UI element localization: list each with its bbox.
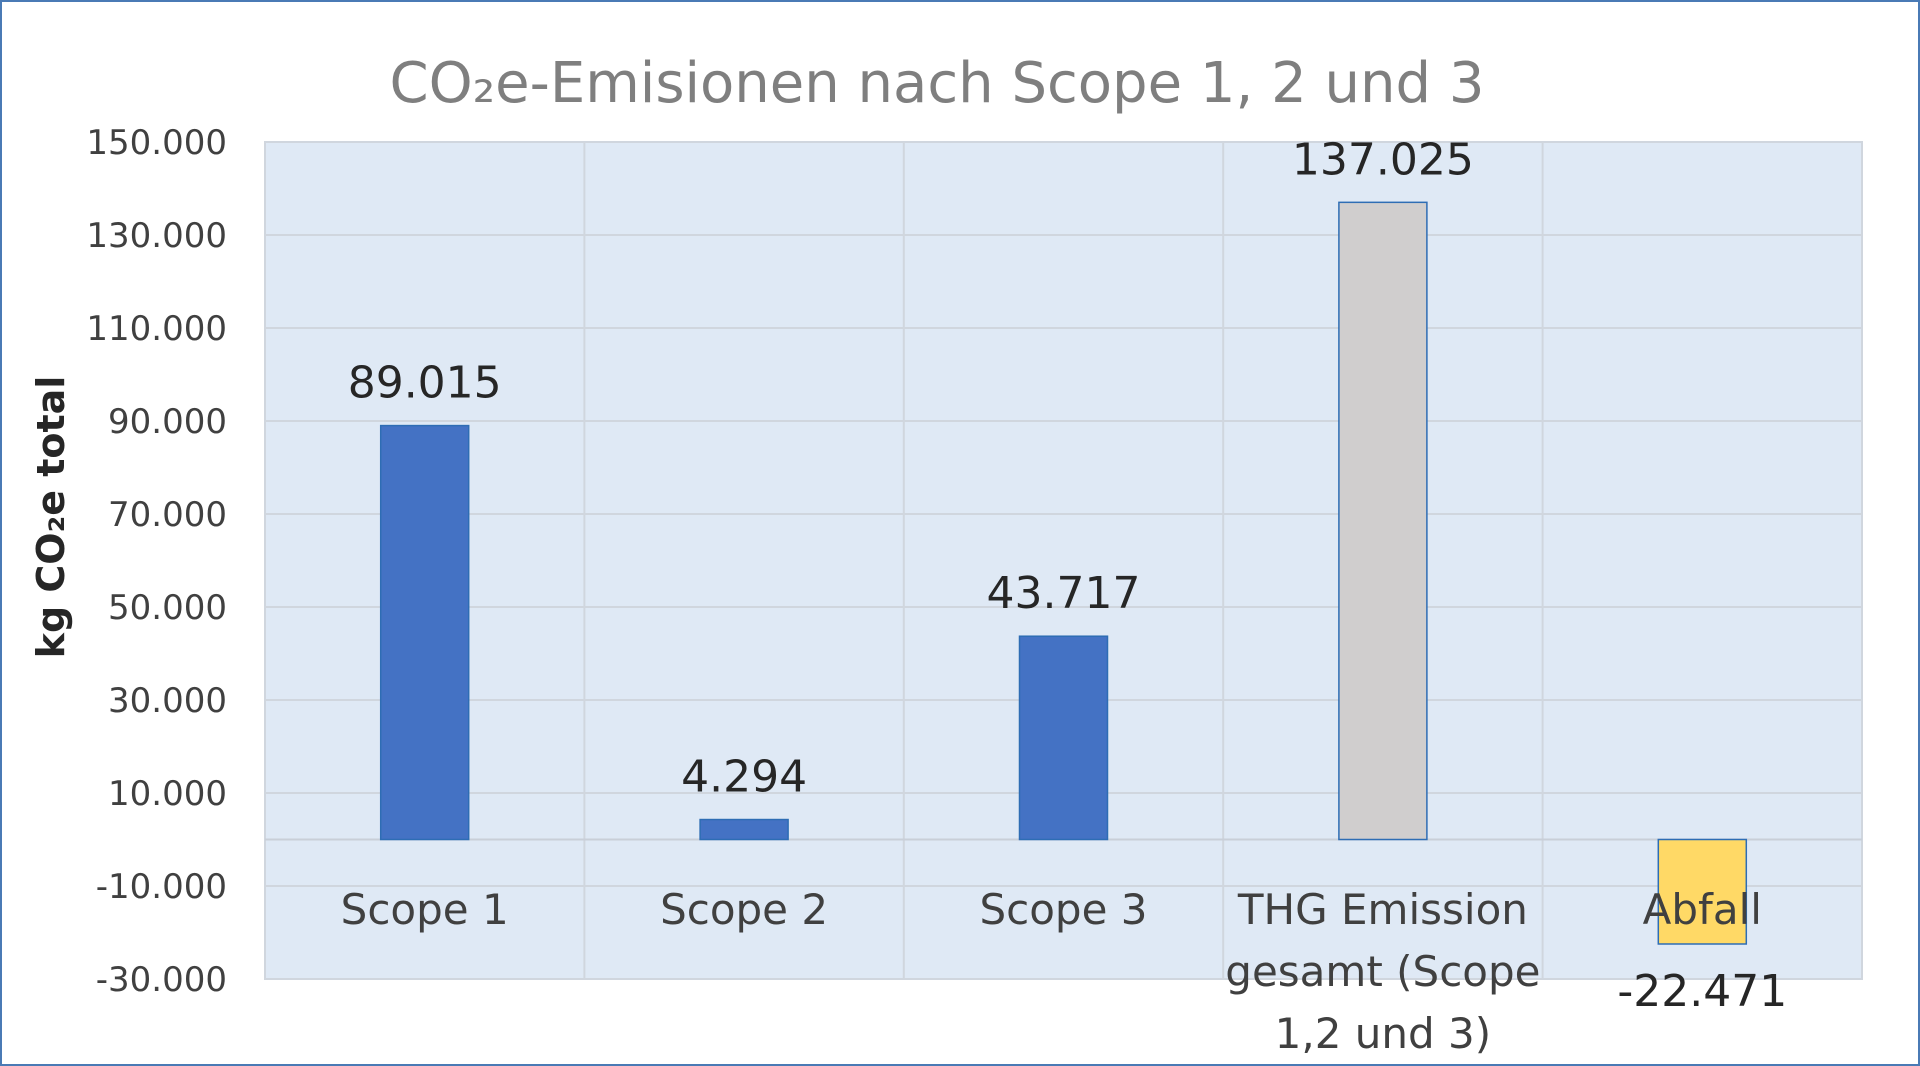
y-tick-label: 90.000 [108,402,227,442]
y-tick-label: 30.000 [108,681,227,721]
y-axis-ticks: -30.000 -10.000 10.000 30.000 50.000 70.000 90… [86,123,227,1000]
y-tick-label: -10.000 [96,867,227,907]
y-tick-label: 130.000 [86,216,227,256]
data-label: -22.471 [1617,966,1787,1017]
bar [699,818,789,841]
y-tick-label: -30.000 [96,960,227,1000]
x-category-label: Abfall [1643,885,1762,934]
data-label: 89.015 [348,358,502,409]
bar [1657,838,1748,945]
bar [379,424,470,841]
bar [1338,201,1428,841]
y-tick-label: 110.000 [86,309,227,349]
data-label: 43.717 [987,568,1141,619]
y-tick-label: 150.000 [86,123,227,163]
chart-title: CO₂e-Emisionen nach Scope 1, 2 und 3 [390,51,1485,116]
plot-area [264,141,1863,980]
x-category-label: Scope 2 [660,885,828,934]
x-axis-categories: Scope 1 Scope 2 Scope 3 THG Emission gesamt … [341,885,1762,1058]
bars [379,201,1748,945]
data-label: 4.294 [681,752,807,803]
data-label: 137.025 [1292,134,1474,185]
x-category-label: THG Emission gesamt (Scope 1,2 und 3) [1225,885,1540,1058]
y-tick-label: 50.000 [108,588,227,628]
bar [1018,635,1109,841]
x-category-label: Scope 1 [341,885,509,934]
x-category-label: Scope 3 [979,885,1147,934]
y-axis-label: kg CO₂e total [29,376,73,659]
data-labels: 89.015 4.294 43.717 137.025 -22.471 [348,134,1788,1017]
y-tick-label: 10.000 [108,774,227,814]
y-tick-label: 70.000 [108,495,227,535]
